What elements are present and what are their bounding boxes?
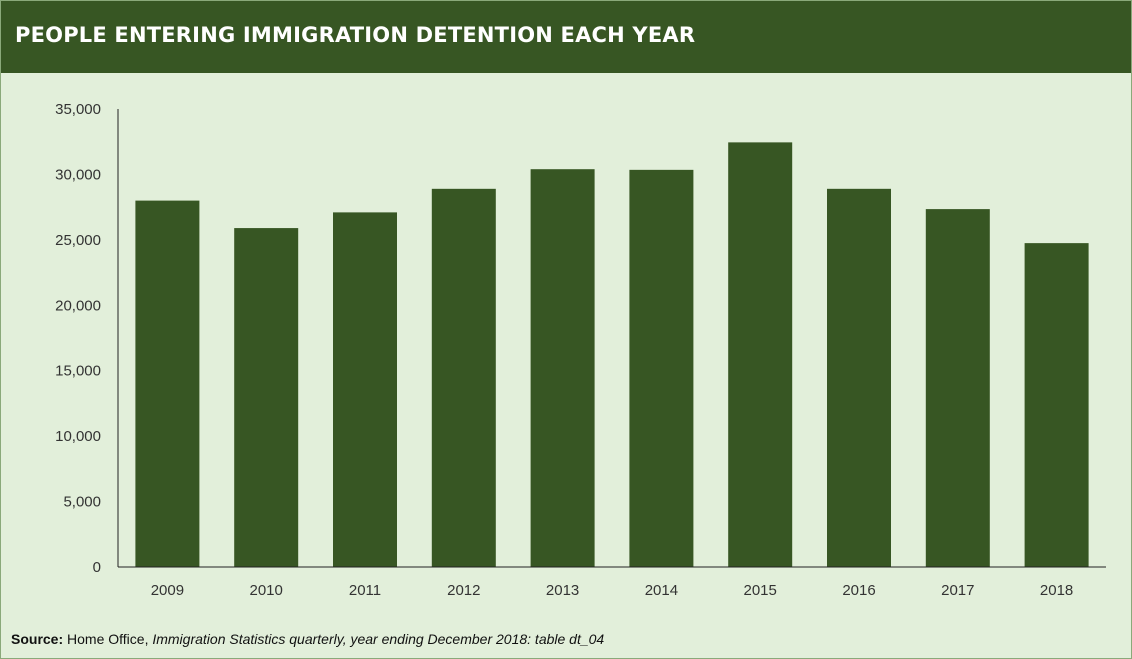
x-tick-label: 2009 — [151, 582, 184, 599]
y-tick-label: 25,000 — [55, 232, 101, 249]
chart-title: PEOPLE ENTERING IMMIGRATION DETENTION EA… — [15, 23, 696, 47]
y-tick-label: 15,000 — [55, 363, 101, 380]
x-tick-label: 2015 — [744, 582, 777, 599]
bar-2014 — [629, 169, 694, 567]
x-tick-label: 2017 — [941, 582, 974, 599]
y-tick-label: 5,000 — [63, 494, 101, 511]
x-tick-label: 2016 — [842, 582, 875, 599]
y-tick-label: 0 — [93, 559, 101, 576]
source-note: Source: Home Office, Immigration Statist… — [11, 631, 604, 647]
x-tick-label: 2018 — [1040, 582, 1073, 599]
y-tick-label: 10,000 — [55, 428, 101, 445]
x-tick-label: 2014 — [645, 582, 678, 599]
bar-2009 — [135, 200, 200, 567]
bar-2015 — [728, 142, 793, 567]
y-tick-label: 20,000 — [55, 297, 101, 314]
bar-2018 — [1024, 243, 1089, 567]
x-tick-label: 2013 — [546, 582, 579, 599]
bar-2011 — [333, 212, 397, 567]
source-publisher: Home Office, — [67, 631, 149, 647]
x-tick-label: 2010 — [250, 582, 283, 599]
bar-2010 — [234, 228, 299, 567]
bar-chart: 0 5,000 10,000 15,000 20,000 25,000 30,000 35,0… — [55, 101, 1106, 599]
bar-2012 — [431, 188, 496, 567]
y-tick-label: 30,000 — [55, 166, 101, 183]
x-tick-label: 2012 — [447, 582, 480, 599]
bar-2013 — [530, 169, 595, 567]
source-citation: Immigration Statistics quarterly, year e… — [152, 631, 605, 647]
bar-2017 — [925, 209, 990, 567]
source-label: Source: — [11, 631, 64, 647]
y-tick-label: 35,000 — [55, 101, 101, 118]
x-tick-label: 2011 — [349, 582, 381, 599]
bar-2016 — [827, 188, 891, 567]
title-bar: PEOPLE ENTERING IMMIGRATION DETENTION EA… — [1, 1, 1131, 73]
